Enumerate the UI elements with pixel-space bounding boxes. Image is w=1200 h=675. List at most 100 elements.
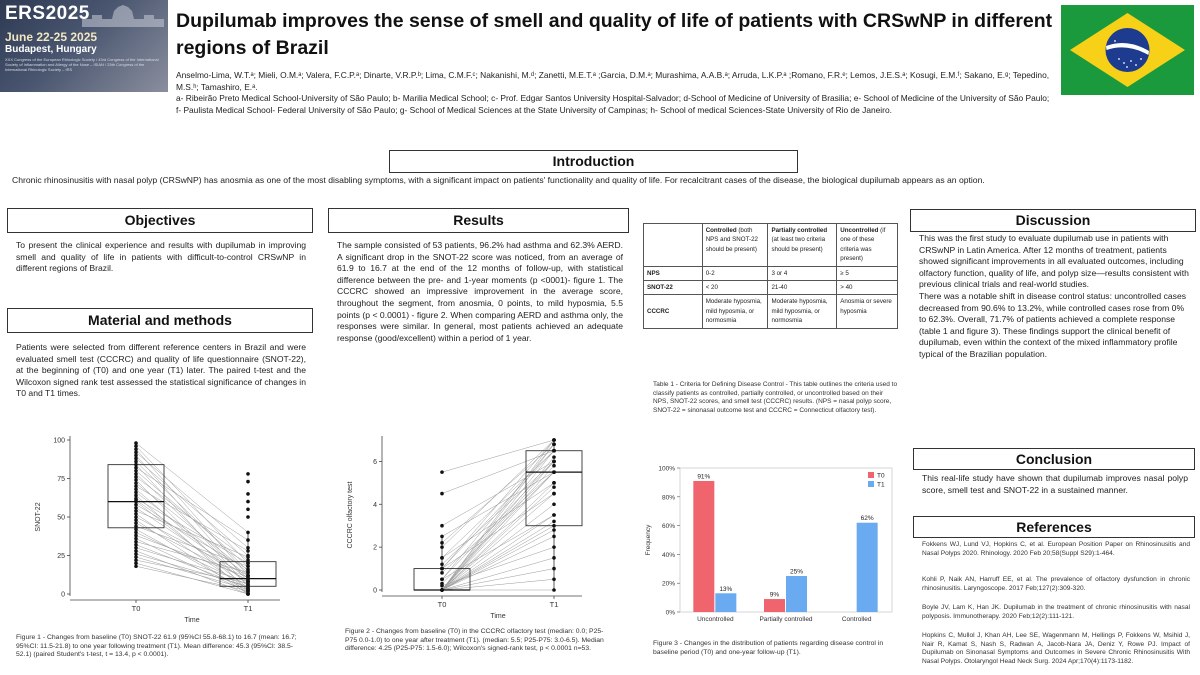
outlier-point-t1 [246,472,250,476]
paired-line [441,504,555,591]
data-point-t1 [246,555,250,559]
y-tick-label: 80% [662,494,675,501]
paired-line [135,467,249,541]
paired-line [441,439,555,591]
bar-t1 [715,593,737,612]
conference-logo: ERS2025 June 22-25 2025 Budapest, Hungar… [0,0,168,92]
conference-city: Budapest, Hungary [5,44,97,55]
table-cell: Anosmia or severe hyposmia [836,294,898,329]
paired-line [135,507,249,582]
legend-label: T1 [877,482,885,489]
data-point-t0 [134,502,138,507]
data-point-t0 [134,561,138,565]
x-tick-label: T0 [438,600,447,609]
table-cell: < 20 [701,280,769,296]
y-tick-label: 25 [57,553,65,560]
conclusion-text: This real-life study have shown that dup… [922,473,1188,495]
table-row-label: NPS [643,265,703,282]
y-tick-label: 6 [373,459,377,466]
bar-t0 [693,480,715,612]
y-tick-label: 20% [662,581,675,588]
y-tick-label: 40% [662,552,675,559]
data-point-t1 [246,538,250,542]
reference-item: Boyle JV, Lam K, Han JK. Dupilumab in th… [922,604,1190,620]
data-point-t1 [552,448,556,453]
data-point-t1 [246,561,250,565]
data-point-t1 [552,491,556,496]
data-point-t0 [134,515,138,519]
data-point-t1 [246,592,250,596]
data-point-t0 [134,564,138,569]
data-point-t1 [552,534,556,539]
bar-data-label: 25% [790,569,803,576]
data-point-t1 [552,523,556,528]
outlier-point-t1 [246,515,250,519]
legend-swatch [868,472,874,478]
data-point-t0 [440,523,444,528]
discussion-heading: Discussion [910,209,1196,232]
data-point-t0 [134,558,138,562]
y-tick-label: 4 [373,502,377,509]
data-point-t0 [134,521,138,525]
data-point-t1 [552,519,556,524]
data-point-t0 [134,459,138,464]
data-point-t0 [134,462,138,467]
data-point-t0 [134,490,138,495]
data-point-t0 [134,509,138,513]
paired-line [135,479,249,592]
bar-data-label: 91% [697,473,710,480]
paired-line [135,473,249,579]
data-point-t0 [134,465,138,470]
y-tick-label: 0% [666,610,676,617]
methods-text: Patients were selected from different re… [16,342,306,399]
y-tick-label: 2 [373,545,377,552]
reference-item: Fokkens WJ, Lund VJ, Hopkins C, et al. E… [922,541,1190,557]
paired-line [135,556,249,590]
y-tick-label: 50 [57,515,65,522]
data-point-t0 [440,588,444,592]
bar-t0 [764,599,785,612]
outlier-point-t1 [246,499,250,504]
introduction-heading: Introduction [389,150,798,173]
table-cell: ≥ 5 [836,265,898,282]
paired-line [441,536,555,591]
paired-line [135,452,249,548]
data-point-t1 [552,463,556,468]
y-tick-label: 100% [658,466,675,473]
bar-data-label: 13% [719,586,732,593]
objectives-heading: Objectives [7,208,313,233]
data-point-t0 [440,534,444,539]
paired-line [135,526,249,567]
data-point-t1 [246,589,250,593]
table-cell: 0-2 [701,265,769,282]
figure-2-caption: Figure 2 - Changes from baseline (T0) in… [345,628,604,653]
paired-line [441,471,555,591]
data-point-t0 [440,571,444,575]
paired-line [441,557,555,591]
data-point-t0 [134,527,138,532]
paired-line [135,482,249,573]
conference-fine-print: XXX Congress of the European Rhinologic … [5,57,159,72]
paired-line [441,471,555,574]
paired-line [135,541,249,573]
table-cell: 3 or 4 [767,265,838,282]
data-point-t1 [246,567,250,572]
data-point-t1 [552,566,556,571]
data-point-t1 [246,564,250,569]
bar-t1 [856,522,878,612]
paired-line [441,439,555,548]
x-tick-label: Uncontrolled [697,616,734,623]
data-point-t0 [134,530,138,535]
x-axis-title: Time [184,617,199,624]
table-corner-cell [643,223,703,267]
paired-line [135,535,249,578]
y-tick-label: 75 [57,476,65,483]
data-point-t1 [552,577,556,582]
table-row-label: CCCRC [643,294,703,329]
bar-data-label: 62% [861,515,874,522]
paired-line [441,465,555,591]
table-header-cell: Partially controlled (at least two crite… [767,223,838,267]
data-point-t0 [134,441,138,445]
data-point-t0 [134,536,138,541]
table-cell: Moderate hyposmia, mild hyposmia, or nor… [767,294,838,329]
